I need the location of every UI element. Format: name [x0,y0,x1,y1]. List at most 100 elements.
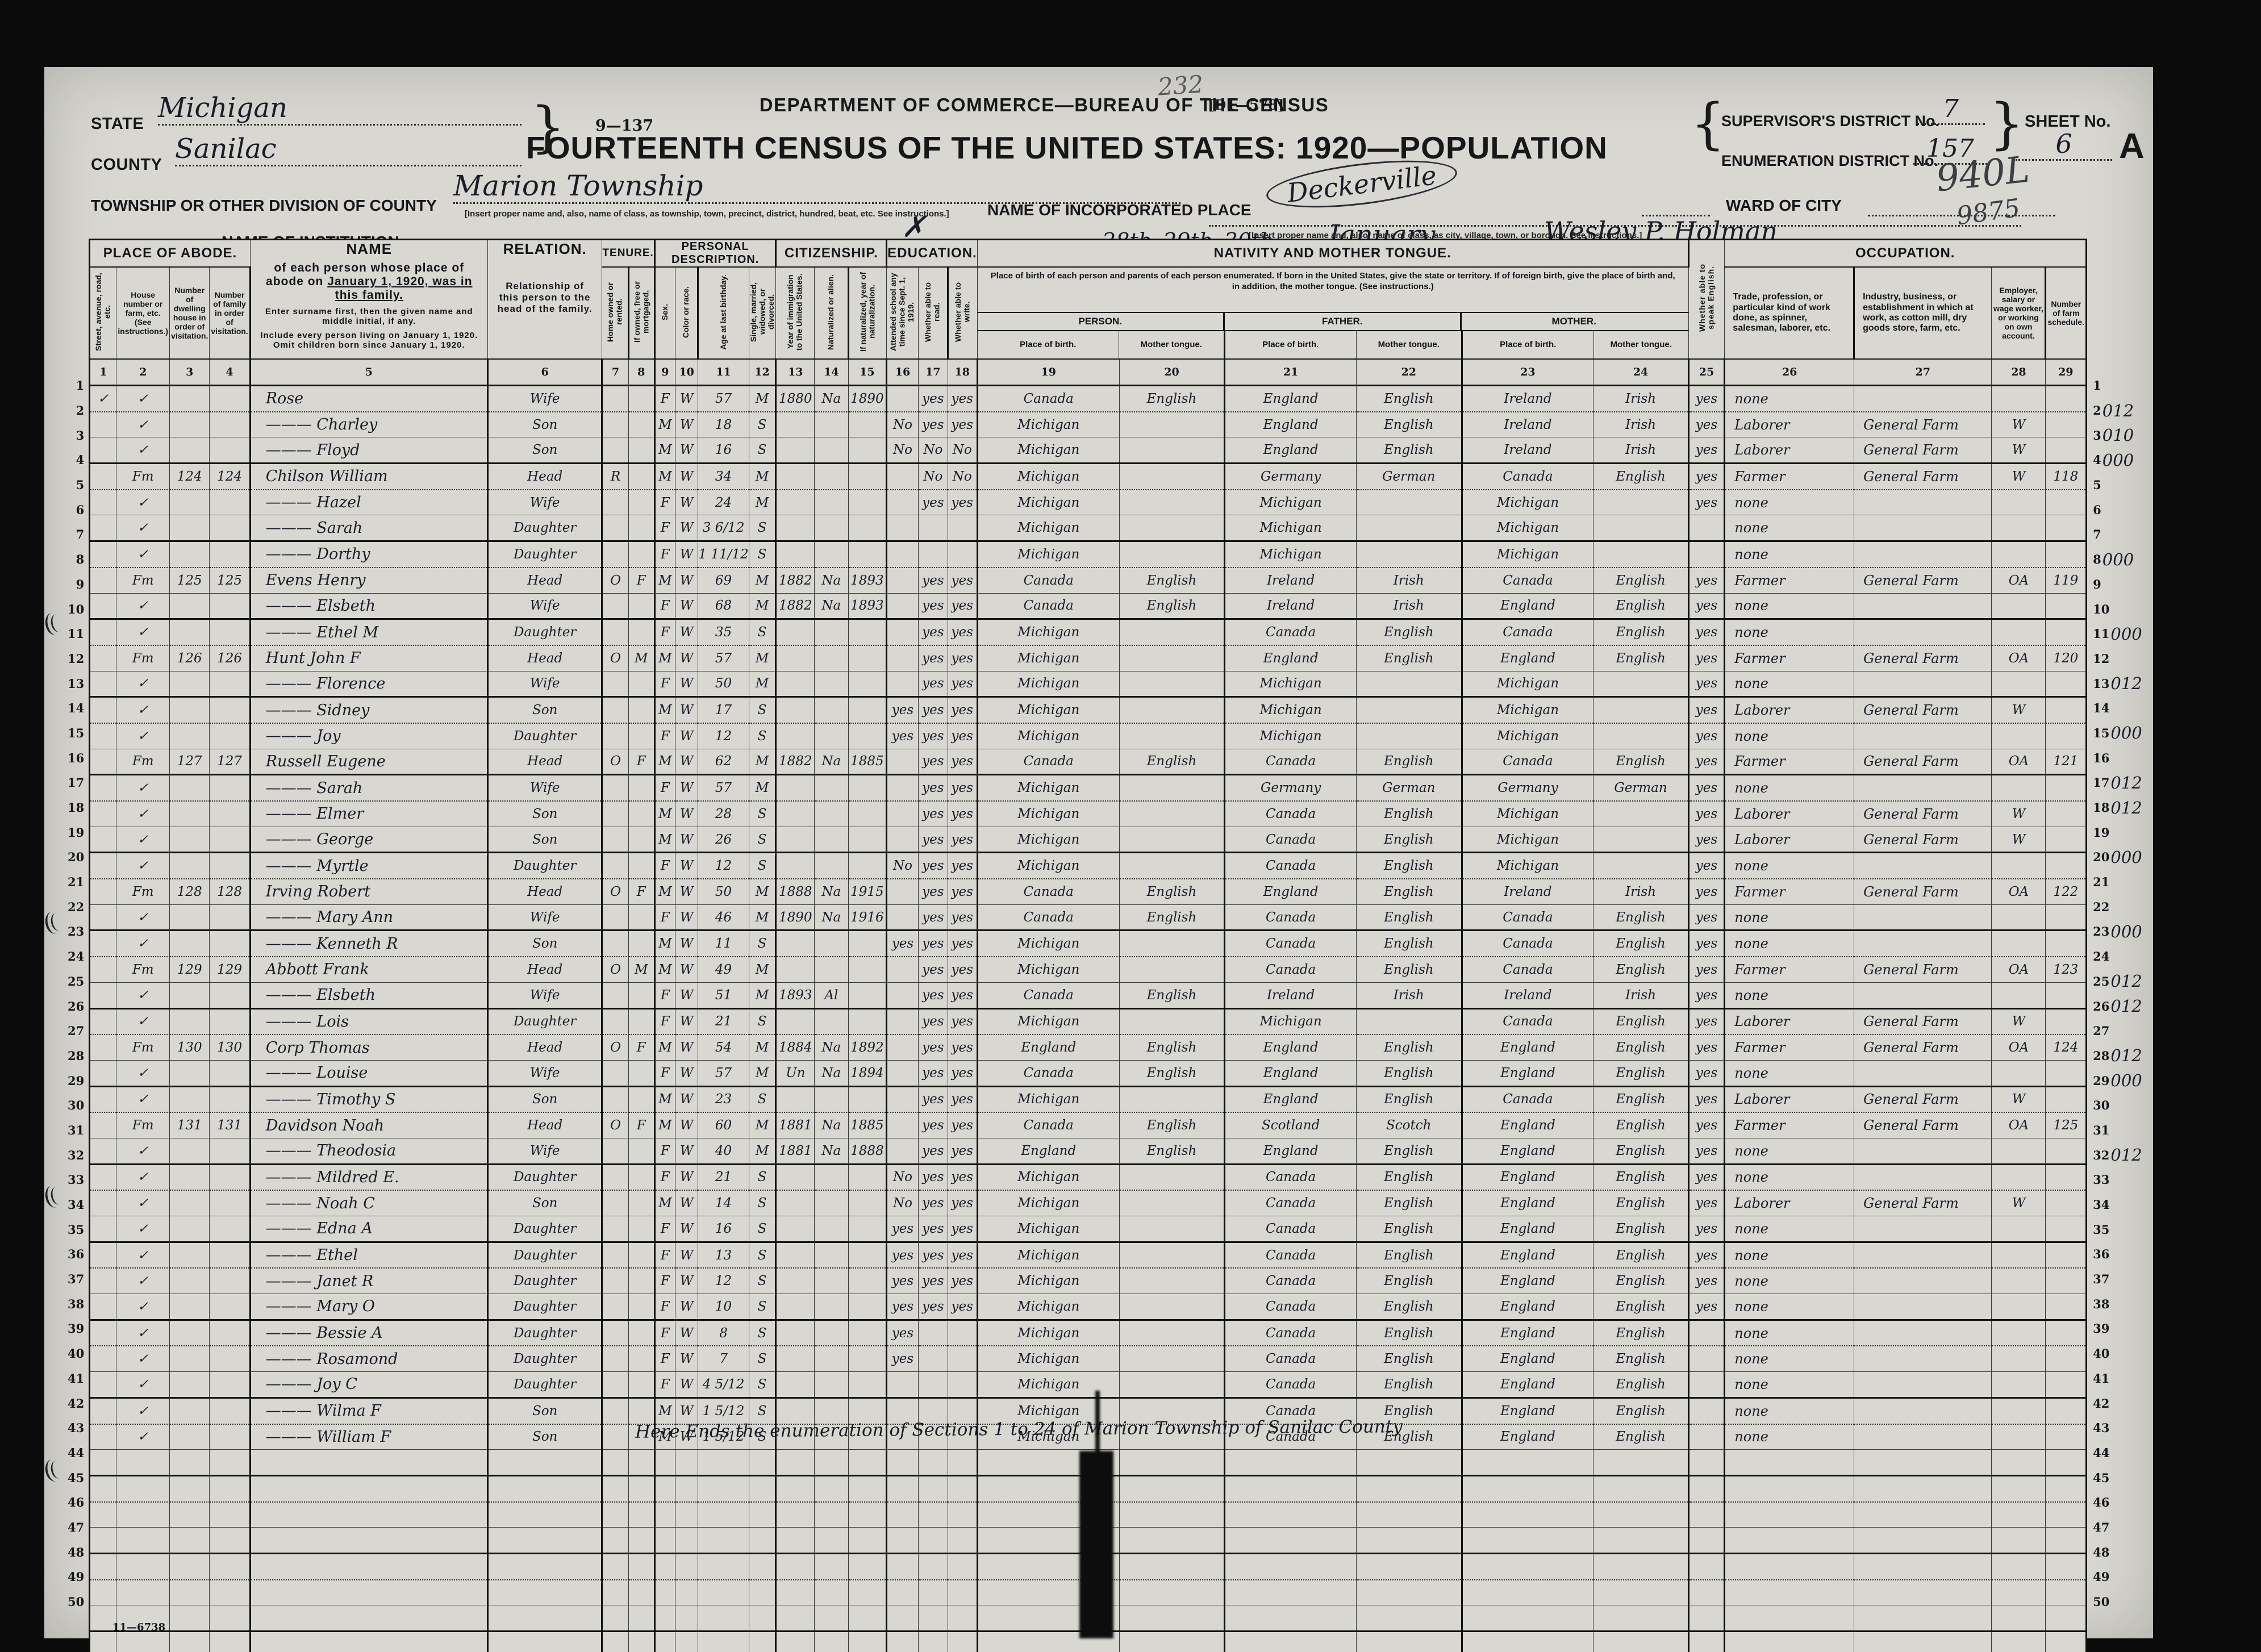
cell-col16: No [886,437,919,465]
cell-col8: M [628,957,656,983]
cell-col9: F [654,982,675,1009]
cell-col13 [775,463,815,490]
cell-col27 [1854,593,1992,620]
cell-col14: Na [814,1138,849,1165]
cell-col2: Fm [116,879,170,905]
cell-col12: S [749,1320,777,1347]
line-number-left: 27 [68,1024,85,1038]
cell-col16 [886,1579,919,1606]
cell-col6: Son [487,1397,603,1425]
cell-col10: W [675,957,699,983]
cell-col9: F [654,385,675,412]
cell-col8 [628,1346,656,1373]
cell-col6: Son [487,801,603,827]
cell-col11: 18 [698,411,749,438]
group-relation: RELATION. Relationship of this person to… [487,239,603,360]
column-number: 8 [628,358,656,386]
cell-col5: Evens Henry [250,567,489,594]
cell-col1: ✓ [89,385,117,412]
cell-col9 [654,1527,675,1554]
group-nativity: NATIVITY AND MOTHER TONGUE. [977,239,1690,268]
cell-col12: M [749,463,777,490]
cell-col27 [1854,1527,1992,1554]
cell-col1 [89,723,117,749]
census-table: PLACE OF ABODE. NAME of each person whos… [89,239,2088,1652]
cell-col21 [1224,1605,1357,1632]
cell-col22 [1356,515,1463,543]
column-number: 18 [948,358,978,386]
cell-col22 [1356,1008,1463,1036]
cell-col15 [848,541,888,568]
cell-col18: yes [948,930,978,958]
cell-col16 [886,385,919,412]
cell-col21: Canada [1224,852,1357,880]
cell-col6: Wife [487,774,603,802]
cell-col4 [209,1190,251,1217]
cell-col15 [848,1475,888,1503]
cell-col18: yes [948,982,978,1009]
cell-col20: English [1119,982,1226,1009]
table-row [89,1579,2087,1606]
cell-col17: yes [918,904,948,932]
cell-col13 [775,774,815,802]
cell-col25 [1688,1397,1726,1425]
cell-col11: 28 [698,801,749,827]
cell-col12: S [749,723,777,749]
cell-col8 [628,1242,656,1269]
cell-col18: yes [948,593,978,620]
cell-col23: Ireland [1462,411,1594,438]
cell-col20: English [1119,879,1226,905]
cell-col9: M [654,1424,675,1450]
cell-col9: M [654,1112,675,1138]
cell-col21: Canada [1224,1397,1357,1425]
col27-header: Industry, business, or establishment in … [1854,267,1992,359]
col11-header: Age at last birthday. [698,267,749,359]
cell-col26: Farmer [1724,1112,1855,1138]
cell-col5: ——— Hazel [250,489,489,516]
cell-col2: ✓ [116,619,170,646]
cell-col8 [628,1397,656,1425]
cell-col29 [2045,1320,2087,1347]
margin-code: 000 [2110,1071,2142,1091]
cell-col5: ——— Wilma F [250,1397,489,1425]
cell-col2: ✓ [116,852,170,880]
cell-col26: none [1724,671,1855,698]
cell-col22: English [1356,957,1463,983]
cell-col4 [209,1605,251,1632]
cell-col11: 68 [698,593,749,620]
cell-col3 [169,1138,210,1165]
cell-col6: Head [487,463,603,490]
cell-col29 [2045,1060,2087,1087]
cell-col3 [169,671,210,698]
cell-col13 [775,1527,815,1554]
cell-col23: Michigan [1462,489,1594,516]
cell-col22: English [1356,1346,1463,1373]
cell-col5: Hunt John F [250,645,489,671]
cell-col14 [814,671,849,698]
cell-col3 [169,852,210,880]
cell-col27 [1854,1475,1992,1503]
cell-col9: M [654,437,675,465]
cell-col3 [169,515,210,543]
cell-col26: none [1724,852,1855,880]
cell-col26 [1724,1579,1855,1606]
table-row [89,1501,2087,1528]
cell-col11: 16 [698,437,749,465]
table-row: Fm 128 128 Irving Robert Head O F M W 50 M 1888 Na 19… [89,879,2087,905]
cell-col26: Farmer [1724,879,1855,905]
cell-col7 [602,982,629,1009]
cell-col14 [814,1605,849,1632]
cell-col22 [1356,1449,1463,1476]
cell-col3: 124 [169,463,210,490]
binding-mark-4 [43,1457,65,1483]
cell-col11 [698,1579,749,1606]
cell-col5: ——— Ethel M [250,619,489,646]
cell-col20: English [1119,385,1226,412]
cell-col14 [814,1294,849,1321]
cell-col25: yes [1688,437,1726,465]
cell-col29 [2045,671,2087,698]
cell-col11: 3 6/12 [698,515,749,543]
cell-col17 [918,515,948,543]
cell-col24: English [1593,1320,1690,1347]
line-number-left: 49 [68,1570,85,1584]
